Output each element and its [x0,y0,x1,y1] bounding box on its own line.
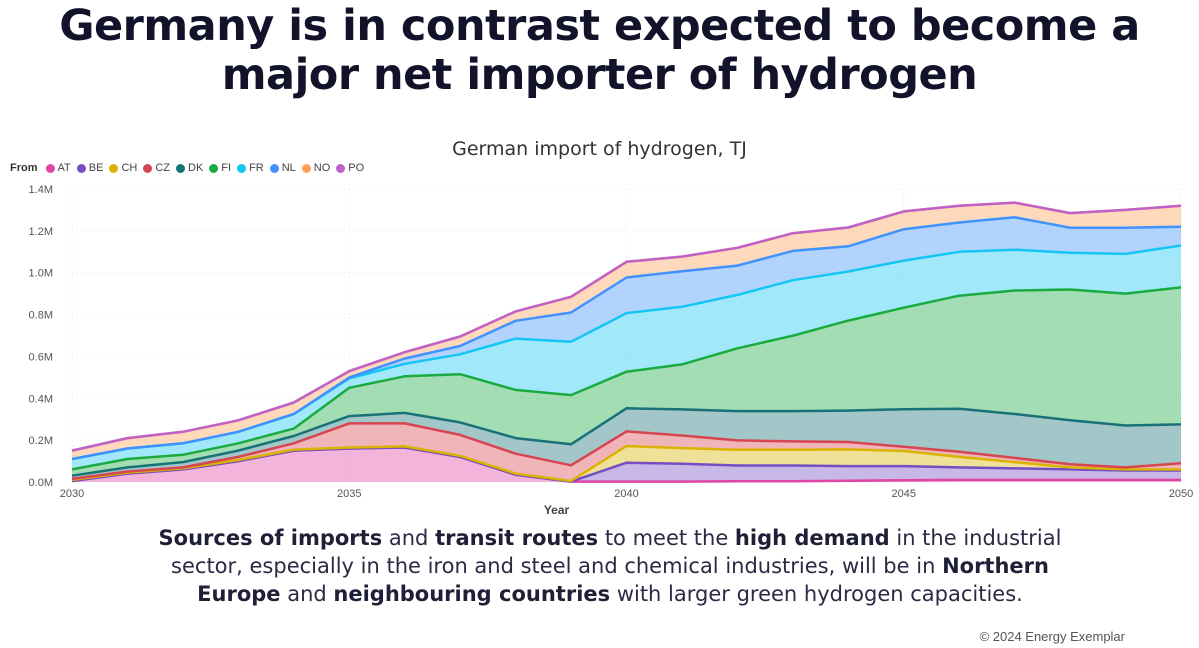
legend-dot-icon [336,163,346,173]
headline: Germany is in contrast expected to becom… [0,2,1199,100]
area-chart: 0.0M 0.2M 0.4M 0.6M 0.8M 1.0M 1.2M 1.4M 2030 2035… [29,184,1194,517]
y-tick-label: 0.6M [29,351,53,363]
legend-item-po[interactable]: PO [336,162,364,174]
x-tick-label: 2035 [337,488,361,500]
legend-label: NL [281,162,296,174]
legend-item-ch[interactable]: CH [109,162,137,174]
series-line-ch [71,444,1181,483]
legend-label: NO [313,162,331,174]
caption-neighbouring-countries: neighbouring countries [333,582,611,606]
legend-item-nl[interactable]: NL [269,162,296,174]
legend-label: CH [121,162,138,174]
legend-item-dk[interactable]: DK [176,162,203,174]
caption-line-3: Europe and neighbouring countries with l… [0,580,1199,608]
y-tick-label: 1.4M [29,184,53,196]
caption-text: and [382,526,436,550]
series-line-nl [71,216,1182,461]
x-tick-label: 2030 [60,488,84,500]
x-tick-label: 2050 [1169,488,1193,500]
caption-northern: Northern [942,554,1049,578]
legend-item-cz[interactable]: CZ [143,162,170,174]
legend-dot-icon [301,163,311,173]
area-fr [72,245,1181,470]
caption-sources-of-imports: Sources of imports [158,526,383,550]
legend-label: FI [221,162,232,174]
area-be [72,447,1181,482]
y-tick-label: 1.2M [29,226,53,238]
y-tick-label: 0.8M [29,310,53,322]
area-cz [72,423,1181,481]
x-axis-label: Year [544,503,570,517]
legend-dot-icon [237,163,247,173]
area-dk [72,408,1181,479]
caption-line-2: sector, especially in the iron and steel… [0,552,1199,580]
legend-label: DK [188,162,204,174]
series-line-dk [71,407,1182,477]
caption-transit-routes: transit routes [435,526,599,550]
series-line-fi [71,286,1182,471]
headline-line-2: major net importer of hydrogen [221,50,978,100]
caption-text: and [280,582,334,606]
legend-dot-icon [209,163,219,173]
y-tick-label: 0.0M [29,477,53,489]
y-tick-label: 1.0M [29,268,53,280]
legend-label: FR [249,162,264,174]
caption-text: in the industrial [889,526,1062,550]
legend-label: PO [348,162,365,174]
area-at [72,447,1181,482]
caption-text: with larger green hydrogen capacities. [610,582,1023,606]
legend-label: CZ [155,162,170,174]
legend-label: BE [88,162,104,174]
caption-text: sector, especially in the iron and steel… [171,554,943,578]
legend-dot-icon [109,163,119,173]
legend-dot-icon [143,163,153,173]
legend-item-fr[interactable]: FR [237,162,264,174]
area-ch [72,446,1181,482]
chart-legend: From AT BE CH CZ DK FI FR NL NO PO [10,160,370,176]
x-tick-label: 2045 [892,488,916,500]
copyright-notice: © 2024 Energy Exemplar [979,629,1125,644]
legend-label: AT [57,162,71,174]
legend-dot-icon [76,163,86,173]
area-fi [72,287,1181,476]
headline-line-1: Germany is in contrast expected to becom… [59,1,1140,51]
caption-europe: Europe [197,582,281,606]
series-line-cz [71,422,1182,481]
caption-line-1: Sources of imports and transit routes to… [0,524,1199,552]
legend-dot-icon [45,163,55,173]
legend-title: From [10,162,38,174]
legend-dot-icon [176,163,185,173]
area-nl [72,217,1181,459]
y-tick-label: 0.2M [29,435,53,447]
x-tick-label: 2040 [614,488,638,500]
legend-item-at[interactable]: AT [45,162,71,174]
series-line-po [71,201,1182,452]
caption: Sources of imports and transit routes to… [0,524,1199,608]
legend-item-fi[interactable]: FI [209,162,231,174]
legend-item-no[interactable]: NO [301,162,331,174]
caption-text: to meet the [598,526,735,550]
chart-title: German import of hydrogen, TJ [452,138,747,160]
y-tick-label: 0.4M [29,393,53,405]
area-no [72,202,1181,459]
legend-item-be[interactable]: BE [76,162,104,174]
legend-dot-icon [269,163,279,173]
caption-high-demand: high demand [734,526,890,550]
